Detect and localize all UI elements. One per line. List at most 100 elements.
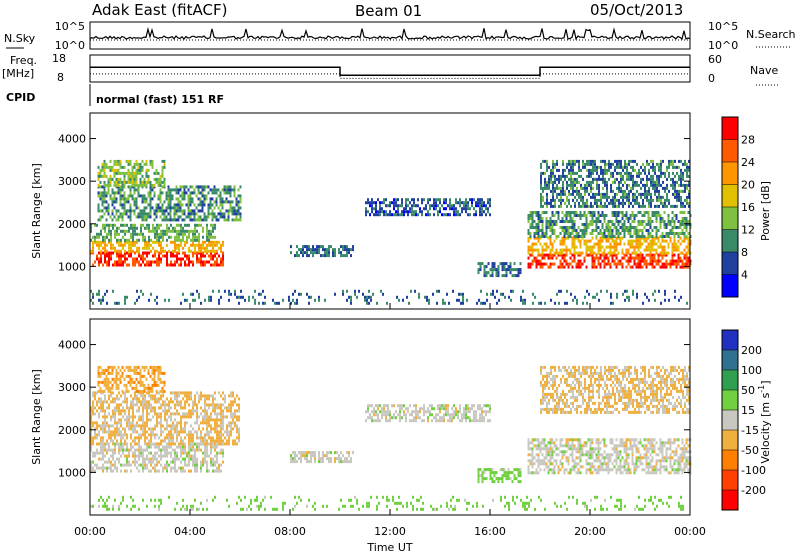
- heatmap-cell: [230, 430, 232, 434]
- heatmap-cell: [600, 177, 602, 181]
- heatmap-cell: [527, 229, 530, 232]
- heatmap-cell: [607, 259, 610, 263]
- heatmap-cell: [132, 257, 134, 261]
- heatmap-cell: [103, 188, 106, 192]
- heatmap-cell: [573, 214, 576, 217]
- heatmap-cell: [591, 211, 594, 214]
- heatmap-cell: [457, 213, 459, 217]
- heatmap-cell: [218, 463, 220, 467]
- heatmap-cell: [656, 189, 658, 193]
- heatmap-cell: [132, 421, 134, 425]
- heatmap-cell: [677, 259, 680, 263]
- heatmap-cell: [145, 159, 148, 163]
- heatmap-cell: [148, 400, 150, 404]
- heatmap-cell: [136, 238, 138, 242]
- heatmap-cell: [148, 229, 150, 233]
- heatmap-cell: [94, 454, 96, 458]
- heatmap-cell: [101, 215, 104, 219]
- heatmap-cell: [547, 236, 550, 240]
- heatmap-cell: [556, 162, 558, 166]
- heatmap-cell: [685, 226, 688, 229]
- heatmap-cell: [99, 371, 102, 375]
- heatmap-cell: [117, 371, 120, 375]
- heatmap-cell: [140, 433, 142, 437]
- heatmap-cell: [158, 257, 160, 261]
- heatmap-cell: [234, 424, 236, 428]
- heatmap-cell: [613, 253, 616, 257]
- heatmap-cell: [633, 229, 636, 232]
- heatmap-cell: [198, 257, 200, 261]
- heatmap-cell: [160, 249, 162, 253]
- heatmap-cell: [601, 223, 604, 226]
- heatmap-cell: [226, 427, 228, 431]
- heatmap-cell: [409, 201, 411, 205]
- heatmap-cell: [589, 223, 592, 226]
- heatmap-cell: [183, 188, 186, 192]
- heatmap-cell: [109, 371, 112, 375]
- heatmap-cell: [198, 436, 200, 440]
- heatmap-cell: [571, 211, 574, 214]
- heatmap-cell: [154, 445, 156, 449]
- heatmap-cell: [238, 439, 240, 443]
- heatmap-cell: [103, 171, 106, 175]
- heatmap-cell: [174, 454, 176, 458]
- heatmap-cell: [162, 229, 164, 233]
- heatmap-cell: [375, 210, 377, 214]
- heatmap-cell: [168, 229, 170, 233]
- heatmap-cell: [176, 469, 178, 473]
- heatmap-cell: [586, 201, 588, 205]
- heatmap-cell: [99, 180, 102, 184]
- heatmap-cell: [175, 209, 178, 213]
- heatmap-cell: [559, 239, 562, 243]
- heatmap-cell: [204, 460, 206, 464]
- heatmap-cell: [643, 236, 646, 240]
- heatmap-cell: [606, 198, 608, 202]
- heatmap-cell: [111, 177, 114, 181]
- heatmap-cell: [138, 295, 140, 299]
- heatmap-cell: [545, 242, 548, 246]
- heatmap-cell: [604, 204, 606, 208]
- heatmap-cell: [102, 400, 104, 404]
- heatmap-cell: [550, 201, 552, 205]
- heatmap-cell: [566, 204, 568, 208]
- heatmap-cell: [176, 246, 178, 250]
- heatmap-cell: [208, 298, 210, 302]
- heatmap-cell: [152, 240, 154, 244]
- heatmap-cell: [112, 409, 114, 413]
- heatmap-cell: [115, 171, 118, 175]
- heatmap-cell: [611, 259, 614, 263]
- heatmap-cell: [195, 218, 198, 222]
- heatmap-cell: [661, 236, 664, 240]
- heatmap-cell: [212, 243, 214, 247]
- heatmap-cell: [187, 203, 190, 207]
- heatmap-cell: [561, 229, 564, 232]
- heatmap-cell: [163, 165, 166, 169]
- heatmap-cell: [596, 201, 598, 205]
- heatmap-cell: [515, 268, 518, 272]
- heatmap-cell: [192, 298, 194, 302]
- heatmap-cell: [613, 226, 616, 229]
- heatmap-cell: [169, 206, 172, 210]
- heatmap-cell: [125, 200, 128, 204]
- heatmap-cell: [570, 180, 572, 184]
- heatmap-cell: [565, 211, 568, 214]
- heatmap-cell: [385, 204, 387, 208]
- heatmap-cell: [186, 454, 188, 458]
- heatmap-cell: [172, 412, 174, 416]
- heatmap-cell: [124, 257, 126, 261]
- heatmap-cell: [685, 220, 688, 223]
- heatmap-cell: [379, 207, 381, 211]
- heatmap-cell: [116, 433, 118, 437]
- heatmap-cell: [600, 195, 602, 199]
- heatmap-cell: [139, 183, 142, 187]
- heatmap-cell: [122, 260, 124, 264]
- heatmap-cell: [642, 192, 644, 196]
- heatmap-cell: [182, 469, 184, 473]
- heatmap-cell: [102, 409, 104, 413]
- heatmap-cell: [150, 292, 152, 296]
- heatmap-cell: [98, 451, 100, 455]
- heatmap-cell: [408, 301, 410, 305]
- heatmap-cell: [184, 424, 186, 428]
- heatmap-cell: [545, 248, 548, 252]
- heatmap-cell: [224, 397, 226, 401]
